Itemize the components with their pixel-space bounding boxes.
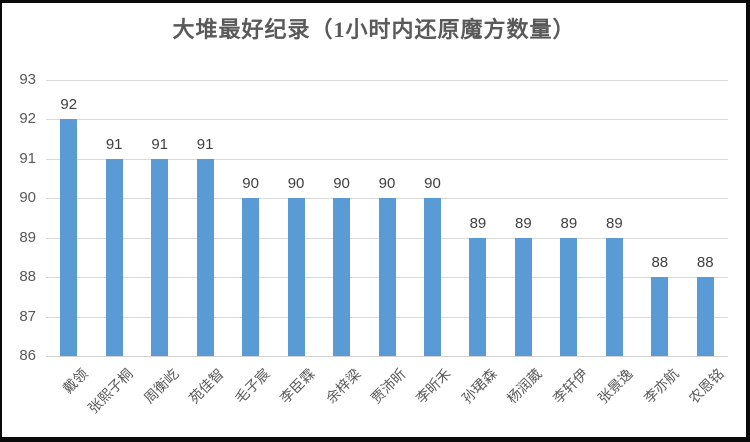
category-label: 张熙子桐 — [86, 366, 137, 418]
category-label: 戴领 — [60, 366, 92, 398]
bar — [651, 277, 669, 356]
bar-value-label: 88 — [651, 254, 669, 272]
bar-value-label: 89 — [469, 214, 487, 232]
plot-area: 86 87 88 89 90 91 92 93 92 戴领 91 张熙子桐 91 周衡屹 91 苑佳智 90 毛子… — [2, 3, 746, 437]
bar-value-label: 91 — [105, 135, 123, 153]
y-axis-tick-label: 86 — [19, 347, 36, 364]
y-axis-tick-label: 91 — [19, 150, 36, 167]
category-label: 余梓梁 — [323, 366, 364, 408]
bar-value-label: 91 — [196, 135, 214, 153]
category-label: 周衡屹 — [141, 366, 183, 408]
bar-value-label: 90 — [424, 175, 441, 193]
bar — [242, 198, 260, 356]
y-axis-tick-label: 87 — [19, 308, 36, 325]
category-label: 孙珺森 — [460, 366, 501, 408]
y-axis-tick-label: 88 — [19, 268, 36, 285]
bar — [696, 277, 714, 356]
bar — [423, 198, 441, 356]
bar — [378, 198, 396, 356]
bar — [605, 237, 623, 356]
bar-value-label: 91 — [151, 135, 168, 153]
gridline — [46, 159, 728, 160]
y-axis-tick-label: 93 — [19, 71, 36, 88]
bar-value-label: 89 — [605, 214, 623, 232]
bar — [60, 119, 78, 356]
bar-value-label: 92 — [60, 96, 78, 114]
bar-value-label: 90 — [242, 175, 259, 193]
x-axis-line — [46, 356, 728, 357]
gridline — [46, 80, 728, 81]
category-label: 农恩铭 — [687, 366, 728, 408]
chart-title: 大堆最好纪录（1小时内还原魔方数量） — [172, 17, 576, 42]
bar — [333, 198, 351, 356]
category-label: 毛子宸 — [232, 366, 274, 408]
category-label: 贾沛昕 — [369, 366, 410, 408]
category-label: 苑佳智 — [187, 366, 228, 408]
category-label: 李亦航 — [641, 366, 683, 408]
gridline — [46, 119, 728, 120]
category-label: 李轩伊 — [551, 366, 592, 408]
bar — [105, 158, 123, 356]
category-label: 张景逸 — [596, 366, 637, 408]
bar-value-label: 89 — [560, 214, 578, 232]
y-axis-tick-label: 92 — [19, 110, 36, 127]
y-axis-tick-label: 90 — [19, 189, 36, 206]
bar-value-label: 88 — [696, 254, 714, 272]
bar — [560, 237, 578, 356]
bar — [469, 237, 487, 356]
category-label: 李臣霖 — [278, 366, 319, 408]
y-axis-tick-label: 89 — [19, 229, 36, 246]
bar-value-label: 90 — [287, 175, 305, 193]
bar — [514, 237, 532, 356]
category-label: 李昕禾 — [414, 366, 455, 408]
category-label: 杨润葳 — [505, 366, 546, 408]
bar — [196, 158, 214, 356]
bar — [151, 158, 169, 356]
bar-value-label: 90 — [378, 175, 396, 193]
bar — [287, 198, 305, 356]
bar-value-label: 89 — [515, 214, 532, 232]
bar-value-label: 90 — [333, 175, 350, 193]
